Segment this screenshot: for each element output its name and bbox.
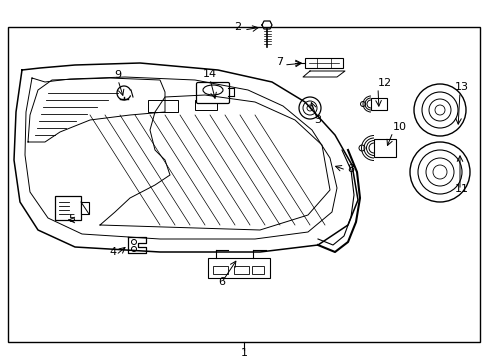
Text: 4: 4 — [109, 247, 116, 257]
Text: 5: 5 — [68, 214, 75, 224]
Bar — [8, 27, 479, 342]
FancyBboxPatch shape — [196, 82, 229, 104]
Text: 14: 14 — [203, 69, 217, 79]
Bar — [251, 266, 264, 274]
Bar — [81, 202, 89, 214]
Text: 11: 11 — [454, 184, 468, 194]
Text: 9: 9 — [114, 70, 122, 80]
Text: 1: 1 — [240, 348, 247, 358]
Bar — [370, 98, 386, 110]
Bar — [234, 266, 248, 274]
Text: 10: 10 — [392, 122, 406, 132]
Bar — [213, 266, 227, 274]
Text: 6: 6 — [218, 277, 225, 287]
Bar — [305, 58, 342, 68]
Bar — [148, 100, 178, 112]
Text: 12: 12 — [377, 78, 391, 88]
Bar — [373, 139, 395, 157]
Text: 7: 7 — [275, 57, 283, 67]
Text: 13: 13 — [454, 82, 468, 92]
Bar — [207, 258, 269, 278]
Text: 8: 8 — [346, 164, 353, 174]
Text: 2: 2 — [234, 22, 241, 32]
Text: 3: 3 — [314, 115, 321, 125]
Bar — [195, 100, 217, 110]
Bar — [55, 196, 81, 220]
